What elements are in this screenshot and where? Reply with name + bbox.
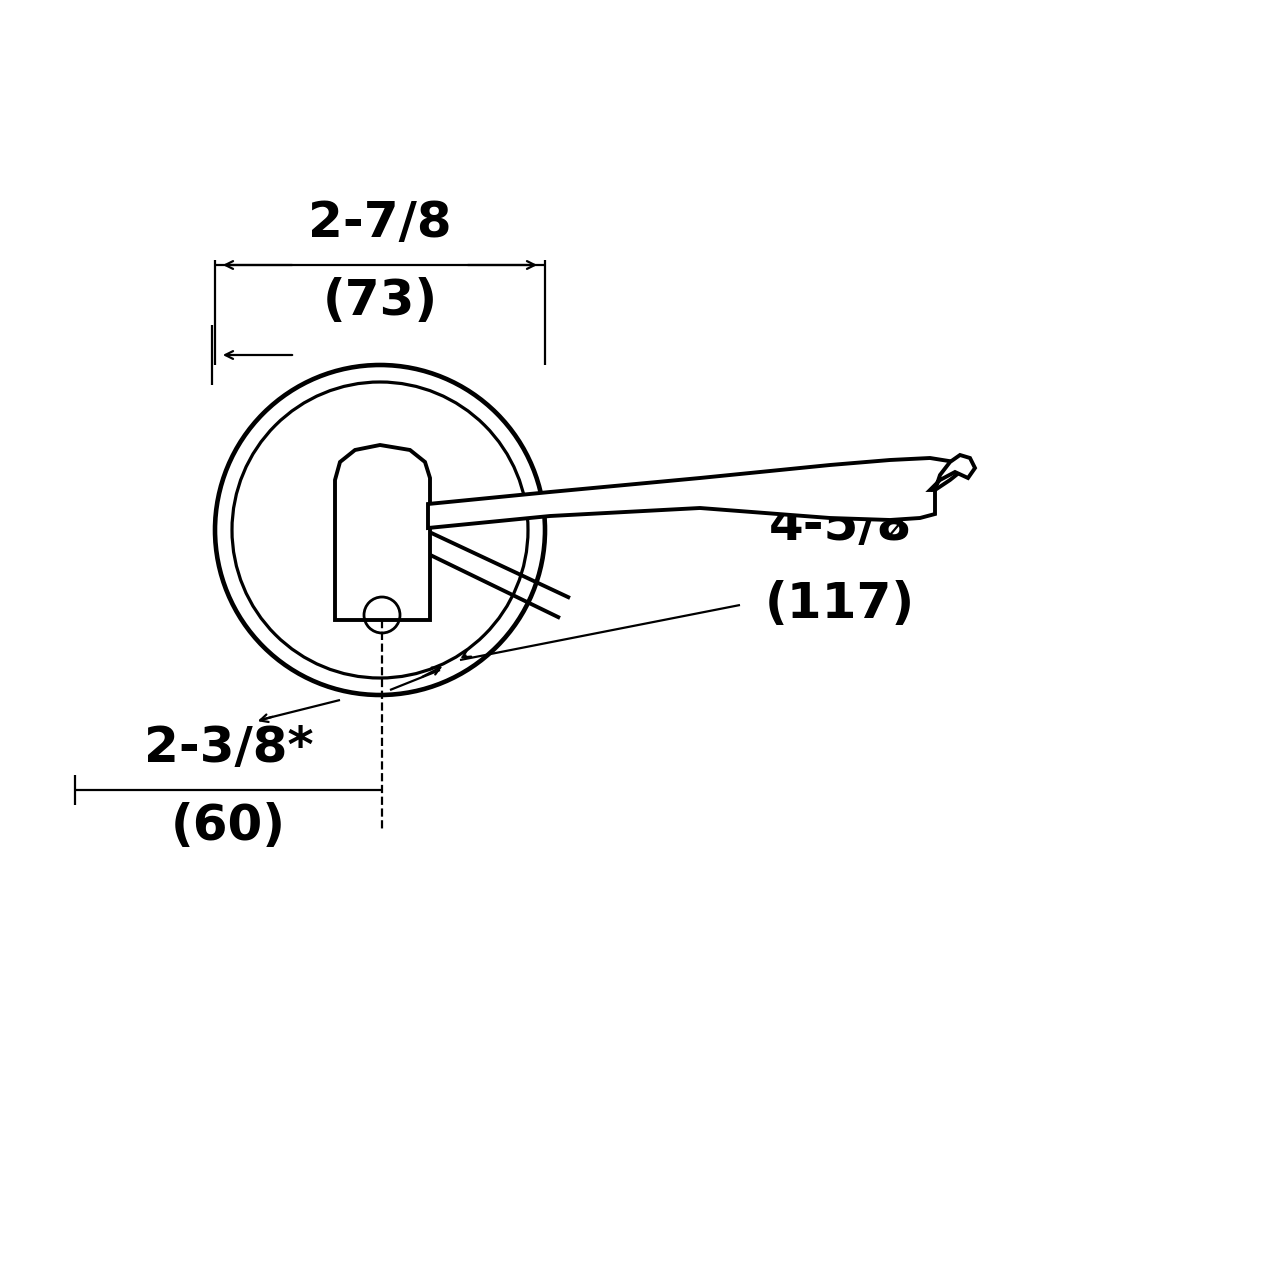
Polygon shape: [335, 445, 430, 620]
Text: 2-7/8: 2-7/8: [308, 198, 452, 247]
Text: 4-5/8: 4-5/8: [768, 502, 911, 550]
Polygon shape: [931, 454, 975, 490]
Polygon shape: [428, 458, 960, 529]
Text: 2-3/8*: 2-3/8*: [143, 724, 314, 772]
Text: (60): (60): [172, 803, 285, 850]
Text: (117): (117): [765, 580, 915, 628]
Text: (73): (73): [323, 276, 438, 325]
